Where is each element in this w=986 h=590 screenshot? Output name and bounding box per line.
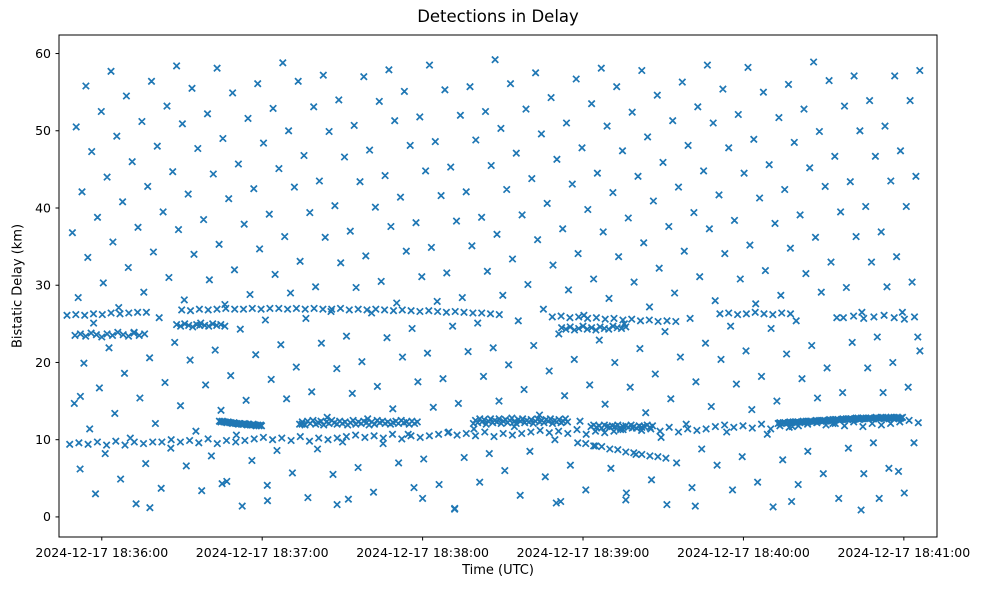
scatter-series-track-mid-seg25	[172, 319, 229, 331]
scatter-series-track-low-seg5	[774, 413, 907, 428]
scatter-series-track-mid-2	[177, 304, 504, 319]
scatter-series-track-low-seg1	[215, 417, 265, 430]
x-tick-label: 2024-12-17 18:38:00	[356, 545, 489, 560]
scatter-series-outliers	[76, 347, 924, 514]
y-tick-label: 50	[35, 123, 51, 138]
scatter-series-track-mid-3	[548, 312, 680, 326]
y-tick-label: 40	[35, 200, 51, 215]
y-tick-label: 30	[35, 278, 51, 293]
x-tick-label: 2024-12-17 18:36:00	[35, 545, 168, 560]
scatter-series-track-mid-ghost	[71, 328, 149, 341]
y-tick-label: 10	[35, 432, 51, 447]
chart-title: Detections in Delay	[417, 7, 579, 26]
scatter-series-track-low-seg2	[295, 416, 422, 429]
scatter-series-track-mid-seg244	[557, 322, 630, 334]
x-tick-label: 2024-12-17 18:37:00	[196, 545, 329, 560]
axes-spines	[58, 34, 938, 538]
scatter-series-track-mid-4	[716, 308, 795, 319]
scatter-series-track-mid-1	[63, 308, 151, 320]
y-tick-label: 20	[35, 355, 51, 370]
scatter-series-track-low-seg3	[469, 414, 572, 429]
x-tick-label: 2024-12-17 18:39:00	[517, 545, 650, 560]
x-axis-label: Time (UTC)	[462, 563, 534, 578]
x-tick-label: 2024-12-17 18:40:00	[677, 545, 810, 560]
scatter-series-track-low-seg4	[587, 421, 657, 432]
scatter-series-track-low-tail	[573, 438, 670, 463]
scatter-series-track-low-main	[65, 416, 923, 449]
scatter-series-track-mid-5	[839, 311, 919, 324]
y-tick-label: 60	[35, 46, 51, 61]
x-tick-label: 2024-12-17 18:41:00	[837, 545, 970, 560]
y-tick-label: 0	[43, 509, 51, 524]
